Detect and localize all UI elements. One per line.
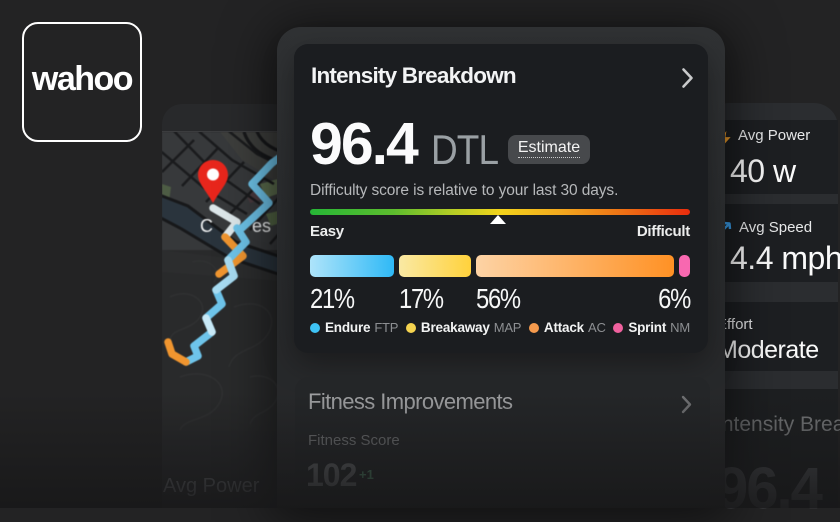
svg-text:es: es — [252, 216, 271, 236]
svg-text:C: C — [200, 216, 213, 236]
